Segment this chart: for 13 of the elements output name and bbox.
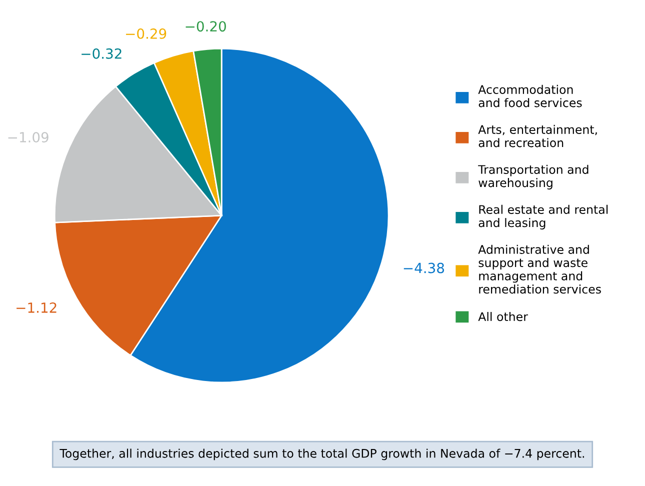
legend-label: Accommodation and food services <box>478 84 582 108</box>
text: −1.12 <box>16 302 56 313</box>
text: −1.09 <box>8 132 48 143</box>
legend-label: Real estate and rental and leasing <box>478 204 608 230</box>
legend-label: All other <box>478 312 528 322</box>
text: −0.29 <box>126 28 166 39</box>
text: −0.20 <box>186 21 226 32</box>
text: −4.38 <box>404 262 444 274</box>
text: Together, all industries depicted sum to the total GDP growth in Nevada of −7.4 percent. <box>60 448 584 460</box>
text: −0.32 <box>82 48 122 59</box>
legend-label: Arts, entertainment, and recreation <box>478 124 597 148</box>
legend-label: Transportation and warehousing <box>478 164 588 190</box>
legend-label: Administrative and support and waste management and remediation services <box>478 244 601 294</box>
